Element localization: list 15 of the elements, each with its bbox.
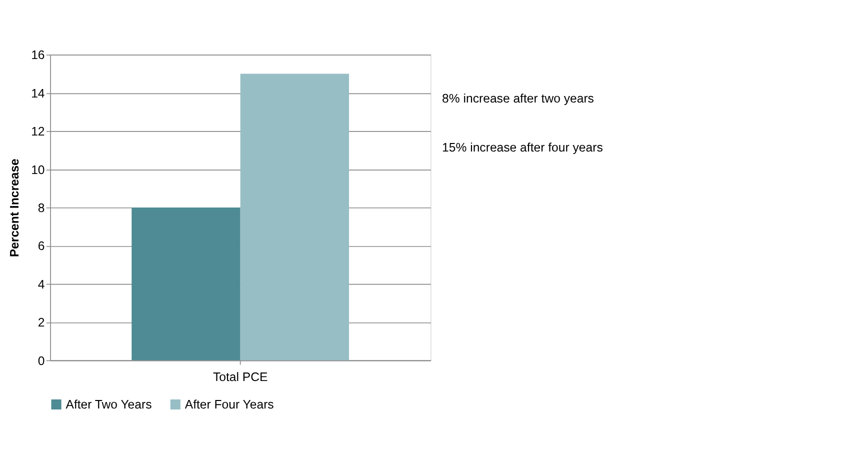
legend-label: After Four Years	[184, 398, 274, 412]
y-tick-label: 16	[31, 48, 45, 62]
y-tick-label: 0	[38, 354, 45, 368]
y-tick-label: 4	[38, 277, 45, 292]
text: 8% increase after two years	[442, 91, 594, 106]
text: 15% increase after four years	[442, 140, 603, 155]
y-tick-label: 8	[38, 200, 45, 215]
y-tick-label: 6	[38, 239, 45, 254]
y-tick-label: 2	[38, 316, 45, 330]
x-tick-label: Total PCE	[212, 370, 268, 384]
y-axis-title: Percent Increase	[8, 158, 22, 258]
y-tick-label: 12	[31, 124, 45, 139]
y-tick-label: 10	[31, 162, 45, 177]
y-tick-label: 14	[31, 86, 45, 100]
legend-label: After Two Years	[66, 398, 152, 412]
